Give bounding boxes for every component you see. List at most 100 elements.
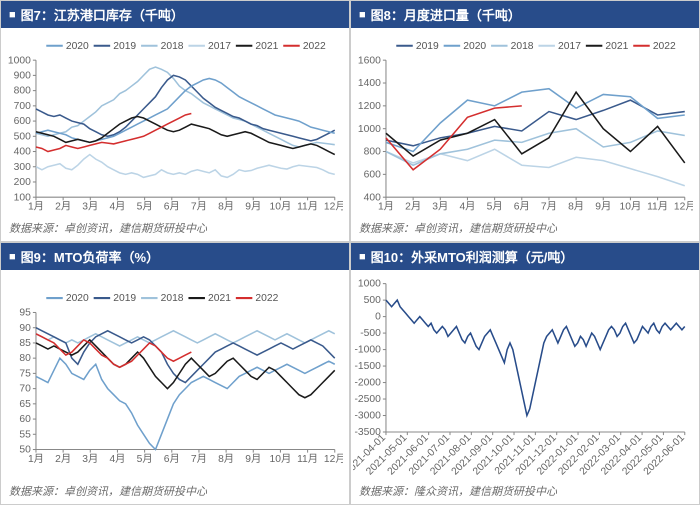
- svg-text:0: 0: [375, 312, 381, 323]
- svg-text:70: 70: [19, 384, 31, 395]
- svg-text:1000: 1000: [8, 55, 31, 66]
- series-main: [386, 300, 685, 415]
- chart7-panel: 图7：江苏港口库存（千吨）202020192018201720212022100…: [0, 0, 350, 242]
- series-2018: [386, 129, 685, 166]
- chart-title: 图8：月度进口量（千吨）: [351, 1, 699, 28]
- chart8-panel: 图8：月度进口量（千吨）2019202020182017202120224006…: [350, 0, 700, 242]
- chart-area: 2019202020182017202120224006008001000120…: [351, 28, 699, 217]
- svg-text:1000: 1000: [358, 124, 381, 135]
- svg-text:5月: 5月: [137, 201, 153, 213]
- svg-text:-1000: -1000: [354, 345, 381, 356]
- svg-text:12月: 12月: [324, 201, 343, 213]
- svg-text:2019: 2019: [416, 41, 439, 52]
- chart-area: 2020201920182021202250556065707580859095…: [1, 270, 349, 480]
- chart9-panel: 图9：MTO负荷率（%）2020201920182021202250556065…: [0, 242, 350, 505]
- svg-text:1月: 1月: [28, 201, 44, 213]
- svg-text:10月: 10月: [620, 201, 642, 213]
- series-2017: [386, 149, 685, 186]
- chart-svg: 2019202020182017202120224006008001000120…: [353, 34, 693, 217]
- svg-text:600: 600: [364, 169, 381, 180]
- svg-text:3月: 3月: [432, 201, 448, 213]
- svg-text:1200: 1200: [358, 101, 381, 112]
- svg-text:800: 800: [364, 147, 381, 158]
- svg-text:600: 600: [14, 116, 31, 127]
- svg-text:1000: 1000: [358, 279, 381, 290]
- svg-text:2021: 2021: [605, 41, 628, 52]
- svg-text:6月: 6月: [164, 201, 180, 213]
- svg-text:-3000: -3000: [354, 411, 381, 422]
- svg-text:12月: 12月: [674, 201, 693, 213]
- svg-text:75: 75: [19, 369, 31, 380]
- svg-text:400: 400: [14, 147, 31, 158]
- svg-text:3月: 3月: [82, 201, 98, 213]
- chart-title: 图7：江苏港口库存（千吨）: [1, 1, 349, 28]
- svg-text:2020: 2020: [463, 41, 486, 52]
- svg-text:2017: 2017: [208, 41, 231, 52]
- svg-text:7月: 7月: [191, 453, 207, 465]
- source-line: 数据来源：卓创资讯，建信期货研投中心: [351, 217, 699, 241]
- svg-text:95: 95: [19, 308, 31, 319]
- svg-text:800: 800: [14, 86, 31, 97]
- svg-text:2022: 2022: [303, 41, 326, 52]
- svg-text:-2500: -2500: [354, 394, 381, 405]
- svg-text:5月: 5月: [487, 201, 503, 213]
- svg-text:55: 55: [19, 430, 31, 441]
- svg-text:2020: 2020: [66, 293, 89, 304]
- svg-text:500: 500: [364, 295, 381, 306]
- source-line: 数据来源：卓创资讯，建信期货研投中心: [1, 217, 349, 241]
- chart-svg: 2020201920182021202250556065707580859095…: [3, 276, 343, 480]
- svg-text:2月: 2月: [405, 201, 421, 213]
- series-2017: [36, 155, 335, 178]
- svg-text:85: 85: [19, 338, 31, 349]
- chart-svg: 2020201920182017202120221002003004005006…: [3, 34, 343, 217]
- svg-text:11月: 11月: [647, 201, 668, 213]
- svg-text:11月: 11月: [297, 201, 318, 213]
- svg-text:8月: 8月: [218, 201, 234, 213]
- svg-text:11月: 11月: [297, 453, 318, 465]
- chart-area: -3500-3000-2500-2000-1500-1000-500050010…: [351, 270, 699, 480]
- svg-text:2019: 2019: [113, 41, 136, 52]
- svg-text:2017: 2017: [558, 41, 581, 52]
- series-2019: [36, 75, 335, 140]
- title-text: 图8：月度进口量（千吨）: [371, 5, 521, 24]
- svg-text:2月: 2月: [55, 453, 71, 465]
- svg-text:2018: 2018: [161, 293, 184, 304]
- svg-text:7月: 7月: [541, 201, 557, 213]
- svg-text:90: 90: [19, 323, 31, 334]
- chart-title: 图9：MTO负荷率（%）: [1, 243, 349, 270]
- svg-text:900: 900: [14, 70, 31, 81]
- svg-text:4月: 4月: [459, 201, 475, 213]
- series-2020: [36, 78, 335, 142]
- svg-text:9月: 9月: [595, 201, 611, 213]
- svg-text:9月: 9月: [245, 453, 261, 465]
- svg-text:80: 80: [19, 353, 31, 364]
- svg-text:5月: 5月: [137, 453, 153, 465]
- svg-text:2018: 2018: [511, 41, 534, 52]
- svg-text:12月: 12月: [324, 453, 343, 465]
- svg-text:4月: 4月: [109, 453, 125, 465]
- svg-text:10月: 10月: [270, 453, 292, 465]
- svg-text:700: 700: [14, 101, 31, 112]
- svg-text:200: 200: [14, 177, 31, 188]
- svg-text:2021: 2021: [255, 41, 278, 52]
- svg-text:2018: 2018: [161, 41, 184, 52]
- svg-text:6月: 6月: [164, 453, 180, 465]
- source-line: 数据来源：隆众资讯，建信期货研投中心: [351, 480, 699, 504]
- svg-text:10月: 10月: [270, 201, 292, 213]
- svg-text:1400: 1400: [358, 78, 381, 89]
- svg-text:500: 500: [14, 131, 31, 142]
- svg-text:300: 300: [14, 162, 31, 173]
- chart-svg: -3500-3000-2500-2000-1500-1000-500050010…: [353, 276, 693, 480]
- svg-text:-2000: -2000: [354, 378, 381, 389]
- svg-text:1月: 1月: [378, 201, 394, 213]
- title-text: 图10：外采MTO利润测算（元/吨）: [371, 247, 574, 266]
- svg-text:1月: 1月: [28, 453, 44, 465]
- svg-text:3月: 3月: [82, 453, 98, 465]
- title-text: 图7：江苏港口库存（千吨）: [21, 5, 184, 24]
- chart-title: 图10：外采MTO利润测算（元/吨）: [351, 243, 699, 270]
- svg-text:6月: 6月: [514, 201, 530, 213]
- svg-text:2022: 2022: [255, 293, 278, 304]
- svg-text:8月: 8月: [568, 201, 584, 213]
- svg-text:2021: 2021: [208, 293, 231, 304]
- svg-text:4月: 4月: [109, 201, 125, 213]
